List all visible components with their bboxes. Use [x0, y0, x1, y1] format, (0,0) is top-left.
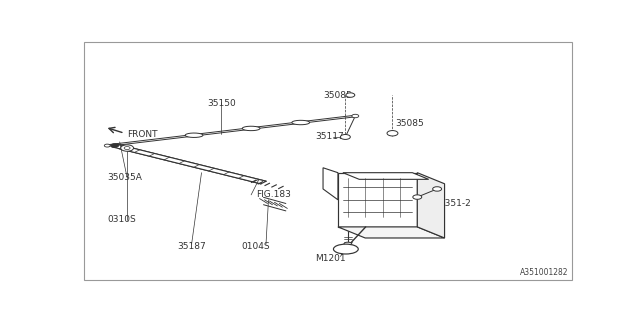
- Text: 0310S: 0310S: [108, 215, 136, 224]
- Text: 35085: 35085: [395, 119, 424, 128]
- Text: A351001282: A351001282: [520, 268, 568, 277]
- Polygon shape: [292, 120, 310, 125]
- Circle shape: [433, 187, 442, 191]
- Circle shape: [111, 144, 118, 148]
- Polygon shape: [112, 144, 266, 184]
- Ellipse shape: [333, 244, 358, 254]
- Circle shape: [352, 114, 359, 118]
- Polygon shape: [343, 173, 429, 179]
- Polygon shape: [338, 227, 445, 238]
- Text: 0104S: 0104S: [242, 242, 270, 251]
- Text: FRONT: FRONT: [127, 130, 157, 139]
- Circle shape: [346, 93, 355, 97]
- Circle shape: [121, 145, 134, 151]
- Circle shape: [387, 131, 398, 136]
- Text: 35085: 35085: [324, 91, 352, 100]
- Text: M1201: M1201: [315, 254, 346, 263]
- Polygon shape: [338, 173, 417, 227]
- Circle shape: [124, 147, 130, 149]
- Text: 35187: 35187: [177, 242, 206, 251]
- Circle shape: [344, 242, 352, 246]
- Polygon shape: [417, 173, 445, 238]
- Text: 35117: 35117: [316, 132, 344, 141]
- Circle shape: [340, 134, 350, 140]
- Polygon shape: [323, 168, 338, 200]
- Text: 35150: 35150: [207, 99, 236, 108]
- Text: FIG.183: FIG.183: [256, 190, 291, 199]
- Polygon shape: [185, 133, 203, 138]
- Text: FIG.351-2: FIG.351-2: [428, 199, 471, 208]
- Circle shape: [104, 144, 110, 147]
- Polygon shape: [243, 126, 260, 131]
- Circle shape: [413, 195, 422, 199]
- Text: 35035A: 35035A: [108, 173, 142, 182]
